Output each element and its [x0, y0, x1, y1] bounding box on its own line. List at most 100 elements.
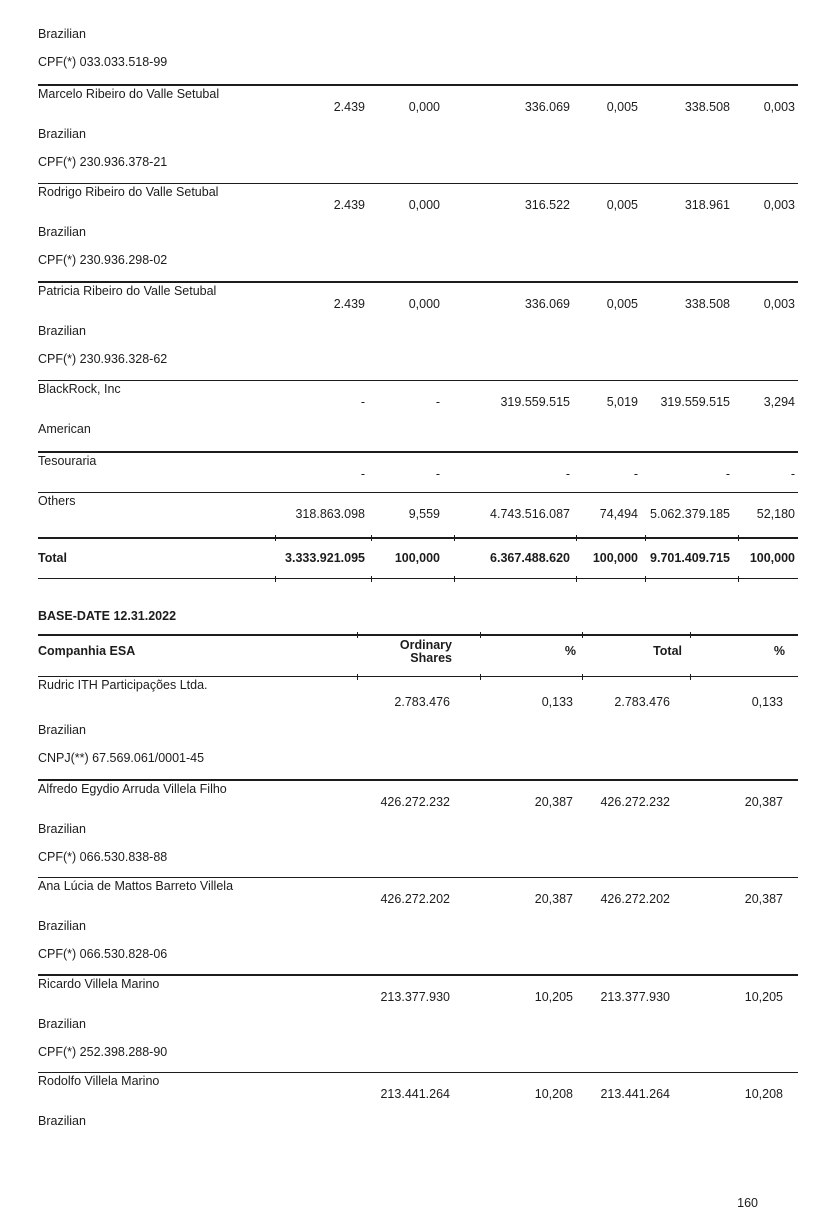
- shareholder-name: Marcelo Ribeiro do Valle Setubal: [38, 86, 220, 101]
- column-tick: [275, 575, 277, 582]
- nationality-text: Brazilian: [38, 225, 86, 239]
- value-cell: -: [790, 466, 795, 481]
- value-cell: 74,494: [599, 507, 638, 521]
- document-id-text: CPF(*) 230.936.328-62: [38, 351, 168, 366]
- value-cell: 0,003: [763, 296, 795, 311]
- value-cell: 0,005: [606, 198, 638, 212]
- page-number: 160: [737, 1196, 758, 1210]
- column-tick: [454, 535, 456, 541]
- column-header-company: Companhia ESA: [38, 644, 136, 658]
- column-tick: [275, 535, 277, 541]
- shareholder-name: Ricardo Villela Marino: [38, 976, 160, 991]
- value-cell: 426.272.232: [380, 794, 450, 809]
- value-cell: 2.783.476: [614, 695, 670, 709]
- column-tick: [357, 673, 359, 680]
- spacer-cell: [38, 796, 357, 809]
- value-cell: 6.367.488.620: [490, 550, 570, 565]
- value-cell: 2.783.476: [394, 695, 450, 709]
- document-id-text: CPF(*) 230.936.378-21: [38, 154, 168, 169]
- value-cell: 213.441.264: [380, 1087, 450, 1101]
- table2-header-top-rule: [38, 632, 798, 638]
- shareholder-values-row: 2.439 0,000 336.069 0,005 338.508 0,003: [38, 296, 798, 311]
- document-id-text: CPF(*) 230.936.298-02: [38, 253, 168, 267]
- shareholder-values-row: 2.439 0,000 316.522 0,005 318.961 0,003: [38, 199, 798, 212]
- row-separator-rule: [38, 182, 798, 184]
- nationality-text: Brazilian: [38, 27, 86, 41]
- value-cell: 4.743.516.087: [490, 507, 570, 521]
- value-cell: 20,387: [534, 892, 573, 906]
- column-tick: [582, 673, 584, 680]
- column-header-total: Total: [653, 644, 682, 658]
- shareholder-name: BlackRock, Inc: [38, 382, 121, 396]
- value-cell: -: [435, 395, 440, 409]
- value-cell: 338.508: [684, 99, 730, 114]
- value-cell: -: [633, 466, 638, 481]
- value-cell: 213.441.264: [600, 1087, 670, 1101]
- total-row-top-rule: [38, 535, 798, 541]
- shareholder-values-row: 213.377.930 10,205 213.377.930 10,205: [38, 989, 798, 1004]
- value-cell: 3,294: [763, 395, 795, 409]
- spacer-cell: [38, 991, 357, 1004]
- spacer-cell: [38, 101, 275, 114]
- value-cell: 10,205: [534, 989, 573, 1004]
- row-separator-rule: [38, 779, 798, 781]
- value-cell: 426.272.232: [600, 794, 670, 809]
- value-cell: 426.272.202: [380, 892, 450, 906]
- base-date-heading: BASE-DATE 12.31.2022: [38, 609, 177, 623]
- row-separator-rule: [38, 974, 798, 976]
- value-cell: 5.062.379.185: [650, 507, 730, 521]
- value-cell: 2.439: [333, 99, 365, 114]
- value-cell: 0,005: [606, 296, 638, 311]
- column-tick: [738, 535, 740, 541]
- column-tick: [371, 535, 373, 541]
- value-cell: 2.439: [333, 296, 365, 311]
- spacer-cell: [38, 893, 357, 906]
- row-separator-rule: [38, 1071, 798, 1073]
- value-cell: 20,387: [744, 892, 783, 906]
- value-cell: 52,180: [756, 507, 795, 521]
- page-content: Brazilian CPF(*) 033.033.518-99 Marcelo …: [38, 28, 798, 1128]
- column-tick: [576, 535, 578, 541]
- value-cell: -: [360, 466, 365, 481]
- column-header-ordinary-shares: Ordinary Shares: [399, 637, 452, 665]
- value-cell: 100,000: [749, 550, 795, 565]
- value-cell: 0,003: [763, 99, 795, 114]
- value-cell: 0,000: [408, 296, 440, 311]
- shareholder-name: Rudric ITH Participações Ltda.: [38, 678, 208, 692]
- value-cell: 319.559.515: [660, 395, 730, 409]
- value-cell: 9,559: [408, 507, 440, 521]
- value-cell: 338.508: [684, 296, 730, 311]
- column-tick: [738, 575, 740, 582]
- shareholder-values-row: 426.272.202 20,387 426.272.202 20,387: [38, 893, 798, 906]
- column-tick: [357, 632, 359, 638]
- shareholder-name: Rodrigo Ribeiro do Valle Setubal: [38, 185, 219, 199]
- column-tick: [480, 673, 482, 680]
- spacer-cell: [38, 396, 275, 409]
- column-tick: [690, 673, 692, 680]
- document-id-text: CPF(*) 033.033.518-99: [38, 55, 168, 69]
- spacer-cell: [38, 1088, 357, 1101]
- row-separator-rule: [38, 451, 798, 453]
- shareholder-values-row: - - 319.559.515 5,019 319.559.515 3,294: [38, 396, 798, 409]
- row-separator-rule: [38, 491, 798, 493]
- value-cell: 5,019: [606, 395, 638, 409]
- value-cell: 318.961: [684, 198, 730, 212]
- table2-header-bottom-rule: [38, 673, 798, 680]
- document-id-text: CPF(*) 066.530.828-06: [38, 947, 168, 961]
- value-cell: 10,208: [534, 1087, 573, 1101]
- shareholder-values-row: 2.439 0,000 336.069 0,005 338.508 0,003: [38, 99, 798, 114]
- spacer-cell: [38, 468, 275, 481]
- nationality-text: Brazilian: [38, 1114, 86, 1128]
- shareholder-name: Patricia Ribeiro do Valle Setubal: [38, 283, 217, 298]
- column-tick: [645, 535, 647, 541]
- value-cell: 0,133: [541, 695, 573, 709]
- spacer-cell: [38, 696, 357, 709]
- column-tick: [371, 575, 373, 582]
- total-label: Total: [38, 550, 67, 565]
- value-cell: 336.069: [524, 99, 570, 114]
- spacer-cell: [38, 508, 275, 521]
- column-tick: [645, 575, 647, 582]
- value-cell: 426.272.202: [600, 892, 670, 906]
- shareholder-values-row: 2.783.476 0,133 2.783.476 0,133: [38, 696, 798, 709]
- nationality-text: Brazilian: [38, 1016, 86, 1031]
